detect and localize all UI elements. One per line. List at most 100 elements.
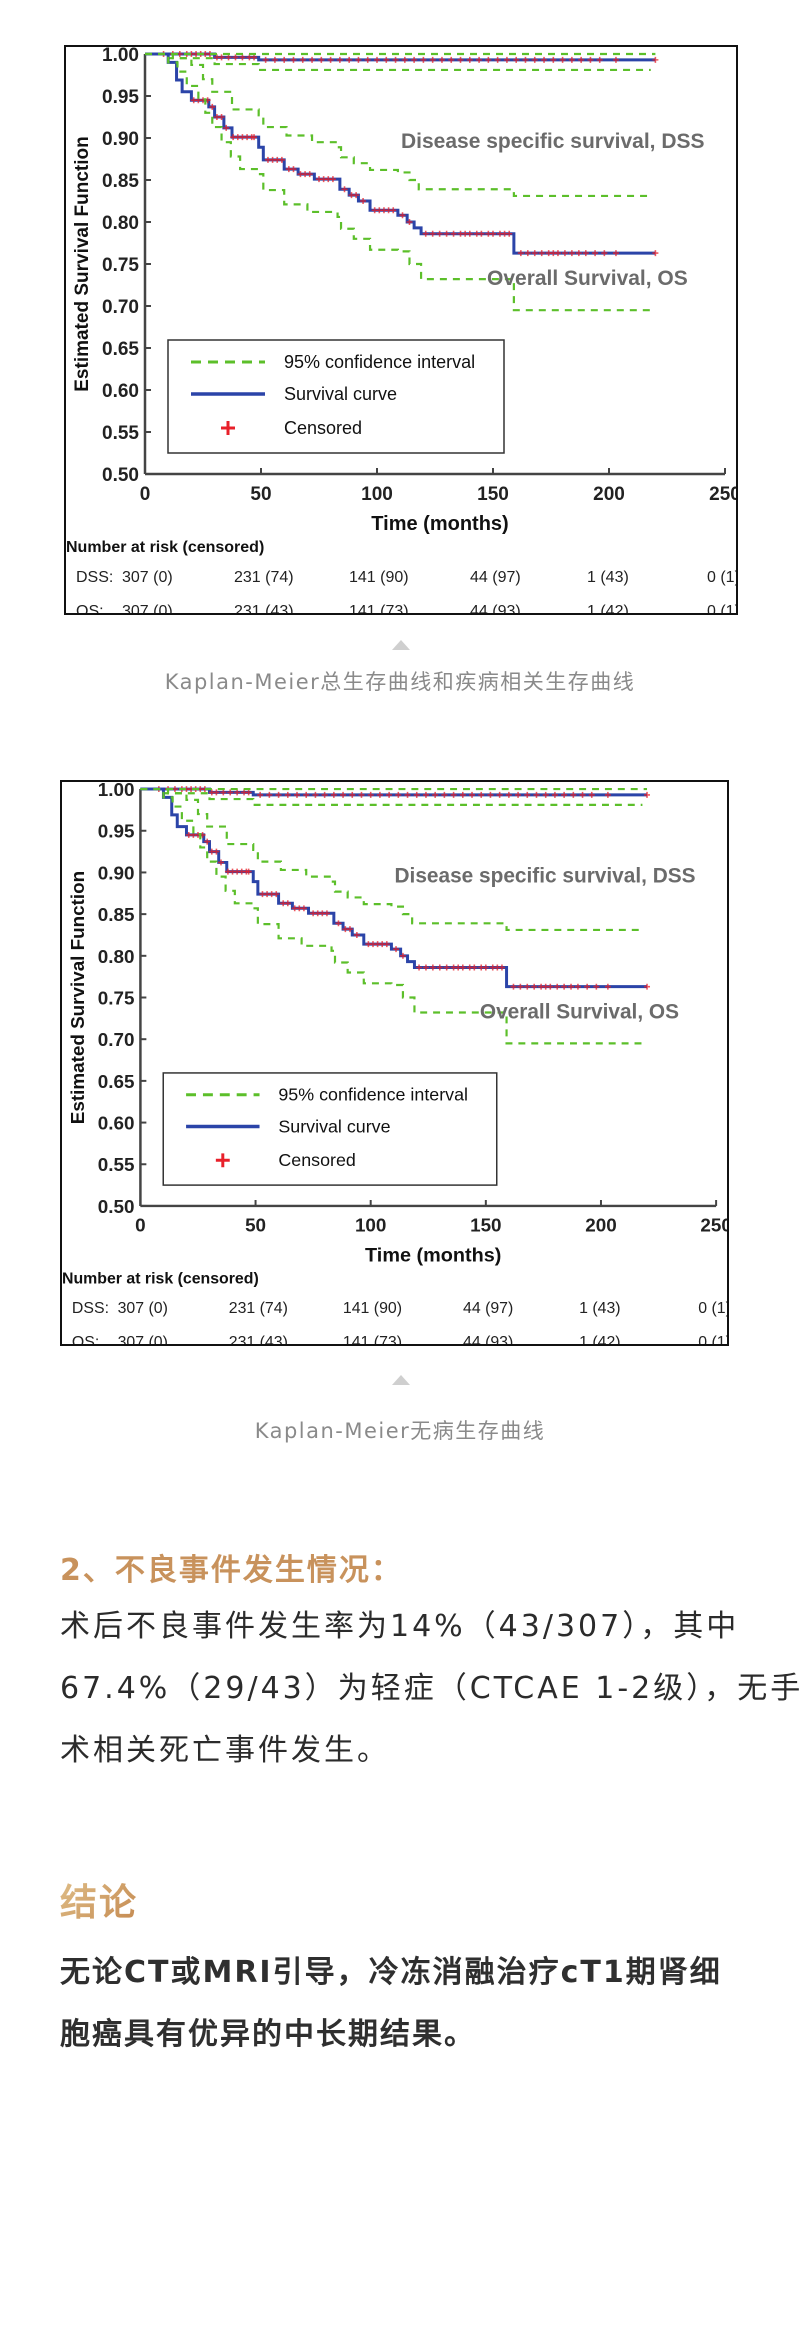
censored-mark (225, 54, 232, 61)
censored-mark (364, 56, 371, 63)
censored-mark (498, 964, 505, 971)
risk-value: 44 (93) (463, 1334, 513, 1346)
risk-value: 231 (43) (234, 603, 294, 615)
censored-mark (266, 791, 273, 798)
y-tick-label: 1.00 (98, 782, 135, 800)
y-tick-label: 0.95 (98, 821, 135, 842)
censored-mark (487, 791, 494, 798)
censored-mark (393, 946, 400, 953)
censored-mark (531, 250, 538, 257)
censored-mark (644, 791, 651, 798)
censored-mark (278, 156, 285, 163)
censored-mark (478, 791, 485, 798)
risk-row-label: DSS: (72, 1300, 109, 1317)
caption-triangle-icon (392, 640, 410, 650)
censored-mark (399, 212, 406, 219)
risk-value: 44 (93) (470, 603, 521, 615)
censored-mark (399, 952, 406, 959)
censored-mark (290, 166, 297, 173)
censored-mark (309, 56, 316, 63)
risk-row-label: OS: (76, 603, 104, 615)
censored-mark (294, 791, 300, 798)
censored-mark (559, 56, 566, 63)
legend-censored-plus-icon (221, 421, 235, 435)
censored-mark (353, 931, 360, 938)
legend-curve-label: Survival curve (284, 384, 397, 404)
risk-value: 307 (0) (118, 1334, 168, 1346)
censored-mark (392, 56, 399, 63)
legend-censored-label: Censored (278, 1150, 355, 1170)
censored-mark (406, 219, 413, 225)
censored-mark (239, 54, 246, 61)
y-tick-label: 0.85 (98, 904, 135, 925)
censored-mark (275, 791, 282, 798)
censored-mark (579, 791, 586, 798)
censored-mark (522, 56, 529, 63)
risk-value: 231 (74) (234, 569, 294, 586)
censored-mark (601, 250, 608, 257)
os-survival-line (145, 52, 656, 255)
y-axis-label: Estimated Survival Function (72, 136, 93, 392)
censored-mark (262, 56, 269, 63)
censored-mark (554, 250, 561, 257)
censored-mark (450, 791, 457, 798)
legend: 95% confidence interval Survival curve Cen… (162, 1072, 498, 1186)
censored-mark (506, 230, 513, 237)
censored-mark (561, 250, 568, 257)
os-ci-upper-line (140, 787, 643, 932)
censored-mark (510, 983, 517, 990)
censored-mark (273, 891, 280, 898)
conclusion-line: 胞癌具有优异的中长期结果。 (60, 2017, 476, 2052)
censored-mark (218, 114, 225, 120)
censored-mark (547, 983, 554, 990)
censored-mark (517, 250, 524, 257)
censored-mark (358, 791, 365, 798)
censored-mark (422, 230, 429, 237)
censored-mark (513, 56, 520, 63)
censored-mark (436, 964, 443, 971)
censored-mark (588, 791, 595, 798)
censored-mark (218, 859, 224, 866)
censored-mark (524, 250, 531, 257)
y-axis-label: Estimated Survival Function (67, 871, 88, 1124)
y-tick-label: 0.70 (98, 1029, 135, 1050)
risk-value: 307 (0) (118, 1300, 168, 1317)
censored-mark (383, 941, 390, 948)
censored-mark (457, 56, 464, 63)
y-tick-label: 0.60 (98, 1113, 135, 1134)
censored-mark (306, 171, 313, 178)
censored-mark (257, 791, 264, 798)
x-tick-label: 250 (709, 484, 738, 505)
censored-mark (213, 848, 220, 855)
censored-mark (360, 198, 367, 204)
censored-mark (478, 230, 485, 237)
legend-box (167, 339, 505, 454)
censored-mark (494, 56, 501, 63)
y-tick-label: 0.55 (98, 1154, 135, 1175)
censored-mark (374, 56, 380, 63)
km-chart-1-svg: 0.50 0.55 0.60 0.65 0.70 0.75 0.80 0.85 0.90 0.95… (66, 47, 738, 615)
risk-row-label: OS: (72, 1334, 99, 1346)
y-tick-label: 0.90 (98, 862, 135, 883)
censored-mark (438, 56, 445, 63)
censored-mark (367, 791, 374, 798)
censored-mark (390, 207, 397, 214)
censored-mark (578, 56, 585, 63)
censored-mark (471, 964, 478, 971)
risk-value: 0 (1) (698, 1300, 729, 1317)
censored-mark (466, 56, 473, 63)
censored-mark (531, 56, 538, 63)
risk-value: 0 (1) (707, 569, 738, 586)
conclusion-heading: 结论 (60, 1872, 138, 1926)
censored-mark (459, 964, 466, 971)
risk-value: 141 (73) (349, 603, 409, 615)
censored-mark (575, 250, 582, 257)
risk-table-title: Number at risk (censored) (62, 1270, 259, 1287)
y-tick-label: 0.50 (98, 1196, 135, 1217)
censored-mark (574, 983, 581, 990)
censored-mark (582, 250, 589, 257)
km-chart-2: 0.50 0.55 0.60 0.65 0.70 0.75 0.80 0.85 0.90 0.95… (60, 780, 729, 1346)
censored-mark (436, 230, 443, 237)
y-tick-label: 0.60 (102, 381, 139, 402)
censored-mark (568, 983, 575, 990)
